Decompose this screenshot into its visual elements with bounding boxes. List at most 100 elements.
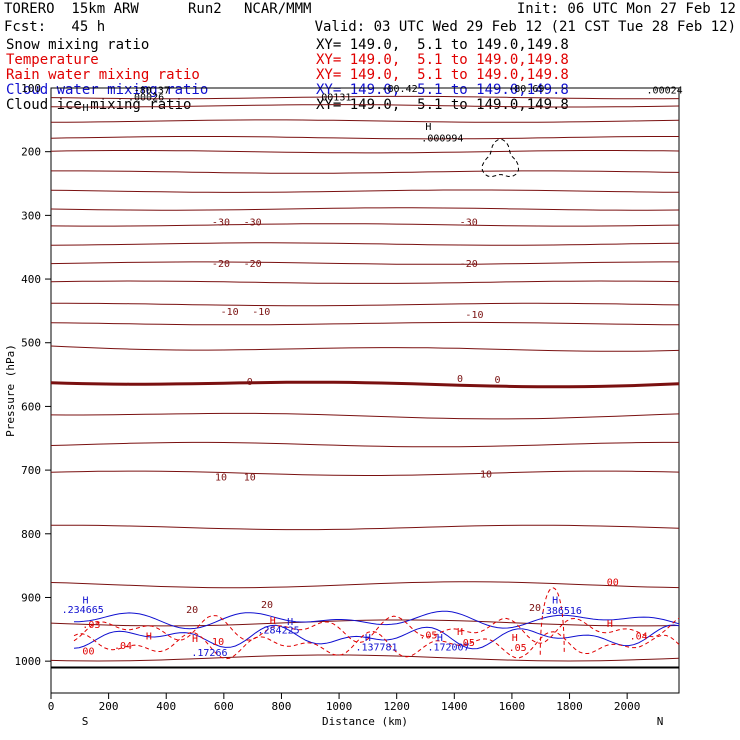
y-tick-label: 800 (21, 528, 41, 541)
rain-label: 00 (607, 578, 619, 589)
isotherm-line (50, 95, 680, 100)
isotherm-line (50, 581, 680, 589)
isotherm-line (50, 321, 680, 326)
x-tick-label: 400 (156, 700, 176, 713)
isotherm-line (50, 441, 679, 448)
isotherm-label: -10 (465, 310, 483, 321)
rain-contour (73, 630, 680, 660)
isotherm-label: 0 (494, 375, 500, 386)
y-tick-label: 1000 (15, 655, 42, 668)
cloud-water-contour (74, 610, 680, 630)
isotherm-line (50, 223, 680, 227)
top-value-label: -80.69 (508, 84, 544, 95)
maximum-marker: H (512, 633, 518, 644)
isotherm-line (50, 654, 680, 662)
isotherm-line (50, 280, 680, 284)
maximum-marker: H (192, 634, 198, 645)
field-name: Cloud ice mixing ratio (6, 97, 192, 113)
isotherm-label: 10 (244, 472, 256, 483)
y-tick-label: 700 (21, 464, 41, 477)
rain-label: .05 (509, 643, 527, 654)
maximum-marker: H (607, 619, 613, 630)
isotherm-label: 0 (247, 377, 253, 388)
cloud-water-contour (73, 624, 680, 650)
y-tick-label: 500 (21, 337, 41, 350)
model-title: TORERO 15km ARW (4, 1, 139, 17)
isotherm-line (50, 524, 680, 531)
top-value-label: .00024 (647, 85, 683, 96)
x-tick-label: 1200 (383, 700, 410, 713)
isotherm-label: 20 (529, 603, 541, 614)
south-label: S (82, 715, 89, 728)
isotherm-line (50, 345, 680, 352)
isotherm-label: -20 (244, 259, 262, 270)
x-axis-label: Distance (km) (322, 715, 408, 728)
y-axis-label: Pressure (hPa) (4, 344, 17, 437)
isotherm-line (50, 619, 680, 627)
maximum-marker: H (270, 616, 276, 627)
y-tick-label: 400 (21, 273, 41, 286)
valid-time: Valid: 03 UTC Wed 29 Feb 12 (21 CST Tue … (314, 19, 736, 35)
x-tick-label: 1400 (441, 700, 468, 713)
isotherm-label: -30 (212, 218, 230, 229)
rain-label: .05 (419, 630, 437, 641)
cloud-water-label: .172007 (427, 643, 469, 654)
x-tick-label: 1800 (556, 700, 583, 713)
top-value-label: .00131 (315, 92, 351, 103)
x-tick-label: 800 (272, 700, 292, 713)
isotherm-line (50, 104, 680, 108)
rain-label: 00 (82, 646, 94, 657)
cloud-water-label: .386516 (540, 606, 582, 617)
rain-label: .03 (82, 620, 100, 631)
init-time: Init: 06 UTC Mon 27 Feb 12 (516, 1, 736, 17)
isotherm-label: 10 (480, 469, 492, 480)
isotherm-line (50, 136, 679, 140)
field-xy: XY= 149.0, 5.1 to 149.0,149.8 (316, 52, 569, 68)
rain-label: .04 (114, 641, 132, 652)
isotherm-line (50, 189, 680, 193)
maximum-marker: H (146, 632, 152, 643)
isotherm-label: 10 (215, 472, 227, 483)
maximum-marker: H (552, 595, 558, 606)
x-tick-label: 2000 (614, 700, 641, 713)
forecast-hour: Fcst: 45 h (4, 19, 106, 35)
isotherm-label: -30 (460, 218, 478, 229)
x-tick-label: 600 (214, 700, 234, 713)
top-value-label: .00026 (128, 92, 164, 103)
ice-contour (481, 139, 520, 178)
cloud-water-label: .137781 (355, 643, 397, 654)
isotherm-line (51, 302, 680, 307)
maximum-marker: H (457, 627, 463, 638)
y-tick-label: 300 (21, 209, 41, 222)
maximum-marker: H (83, 595, 89, 606)
field-name: Cloud water mixing ratio (6, 82, 209, 98)
field-name: Rain water mixing ratio (6, 67, 200, 83)
maximum-marker: H (287, 617, 293, 628)
isotherm-label: -10 (252, 307, 270, 318)
rain-label: .04 (630, 632, 648, 643)
x-tick-label: 0 (48, 700, 55, 713)
isotherm-line (50, 207, 680, 211)
cloud-water-label: .234665 (62, 605, 104, 616)
maximum-marker: H (425, 122, 431, 133)
rain-contour (73, 614, 680, 644)
rain-label: .05 (457, 638, 475, 649)
x-tick-label: 1600 (499, 700, 526, 713)
top-value-label: -80.42 (382, 84, 418, 95)
ice-max-label: .000994 (421, 134, 463, 145)
isotherm-label: 0 (457, 374, 463, 385)
rain-label: 10 (212, 637, 224, 648)
y-tick-label: 100 (21, 82, 41, 95)
isotherm-line (50, 380, 680, 389)
cloud-water-label: .284225 (257, 625, 299, 636)
y-tick-label: 900 (21, 591, 41, 604)
top-value-label: -80.37 (134, 85, 170, 96)
run-label: Run2 (188, 1, 222, 17)
isotherm-line (51, 170, 680, 174)
y-tick-label: 600 (21, 400, 41, 413)
north-label: N (657, 715, 664, 728)
isotherm-line (50, 470, 680, 476)
cloud-water-label: .17266 (191, 648, 227, 659)
maximum-marker: H (365, 633, 371, 644)
